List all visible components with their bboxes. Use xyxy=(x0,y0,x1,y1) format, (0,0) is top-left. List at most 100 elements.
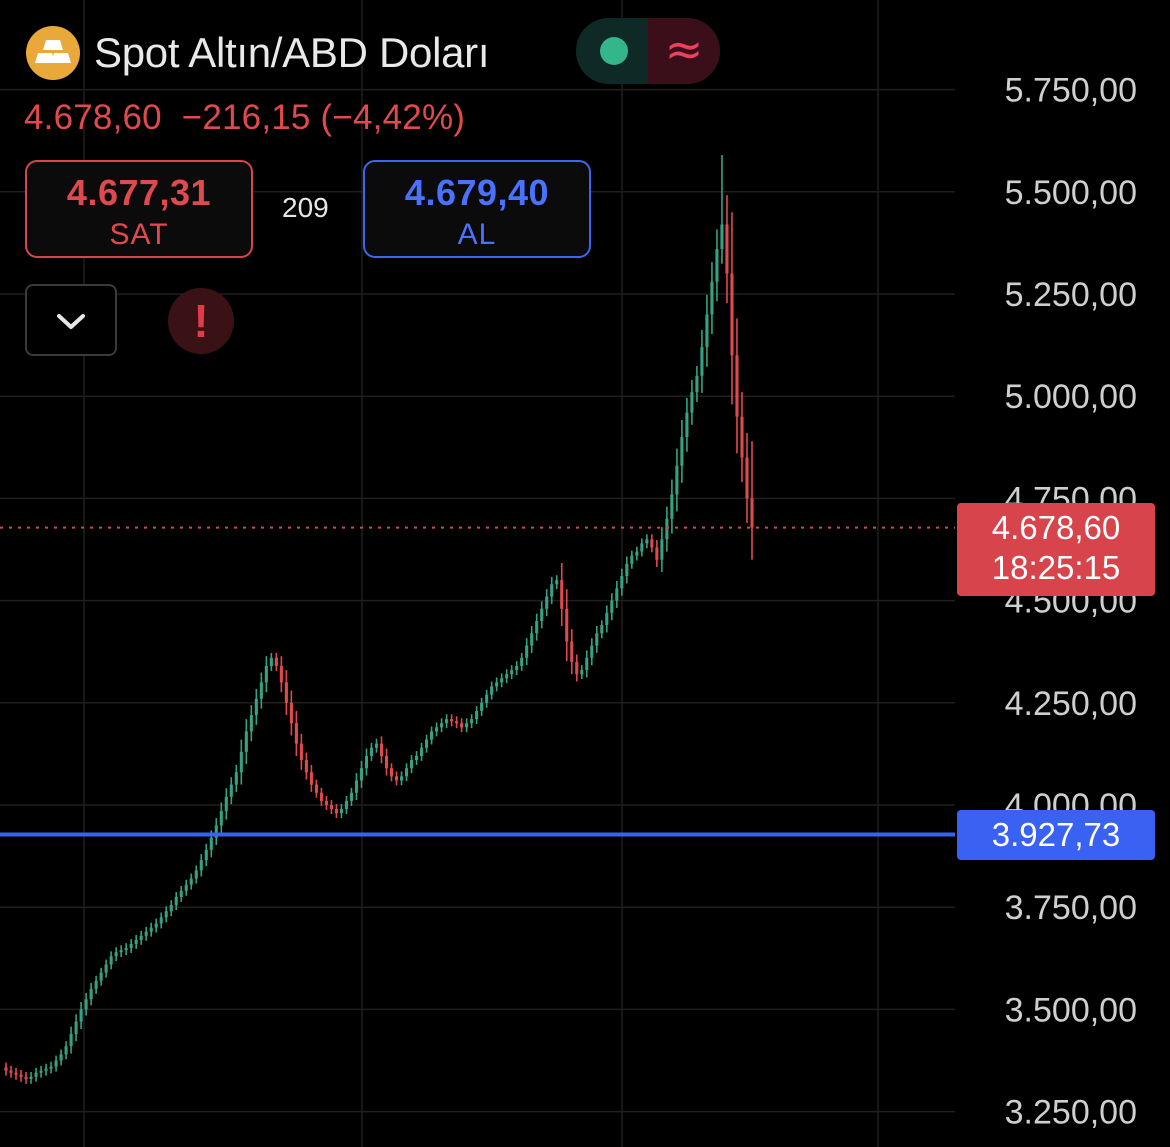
candle-body xyxy=(520,657,524,667)
candle-body xyxy=(435,727,439,732)
buy-label: AL xyxy=(457,218,497,251)
candle-body xyxy=(239,751,243,773)
candle-body xyxy=(485,694,489,703)
candle-body xyxy=(274,657,278,667)
candle-body xyxy=(279,666,283,683)
sell-price: 4.677,31 xyxy=(66,172,212,213)
toggle-right[interactable]: ≈ xyxy=(648,18,720,84)
candle-body xyxy=(229,784,233,797)
candle-body xyxy=(159,917,163,924)
candle-body xyxy=(555,580,559,585)
current-price-tag: 4.678,60 18:25:15 xyxy=(957,503,1155,596)
candle-body xyxy=(630,555,634,564)
candle-body xyxy=(284,682,288,703)
buy-button[interactable]: 4.679,40 AL xyxy=(363,160,591,258)
spread-value: 209 xyxy=(282,192,329,223)
candle-body xyxy=(690,392,694,413)
overlay-lines xyxy=(0,526,955,837)
candle-body xyxy=(319,792,323,801)
candle-body xyxy=(69,1033,73,1047)
candle-body xyxy=(620,576,624,589)
dropdown-button[interactable] xyxy=(25,284,117,356)
candle-body xyxy=(354,780,359,793)
candle-body xyxy=(344,800,349,810)
y-tick-label: 3.750,00 xyxy=(1005,889,1137,927)
candle-body xyxy=(394,776,399,781)
price-change-percent: (−4,42%) xyxy=(320,98,466,137)
candle-body xyxy=(94,980,98,989)
candle-body xyxy=(329,805,333,810)
candle-body xyxy=(414,755,419,761)
candle-body xyxy=(745,457,749,499)
candle-body xyxy=(635,551,639,556)
candle-body xyxy=(710,281,714,315)
candle-body xyxy=(440,723,444,728)
candle-body xyxy=(244,731,248,752)
candle-body xyxy=(600,625,604,634)
current-price-value: 4.678,60 xyxy=(991,509,1121,546)
candle-body xyxy=(685,412,689,438)
candle-body xyxy=(49,1066,53,1069)
candle-body xyxy=(475,710,479,720)
candle-body xyxy=(535,621,539,634)
candle-body xyxy=(44,1068,48,1071)
candle-body xyxy=(495,682,499,687)
candle-body xyxy=(9,1070,13,1073)
candle-body xyxy=(194,870,198,879)
candle-body xyxy=(590,645,594,658)
y-tick-label: 5.250,00 xyxy=(1005,276,1137,314)
candle-body xyxy=(14,1072,18,1075)
candle-body xyxy=(149,927,153,932)
approx-icon: ≈ xyxy=(664,22,704,76)
toggle-left[interactable] xyxy=(576,18,648,84)
horizontal-line-tag: 3.927,73 xyxy=(957,810,1155,860)
candle-body xyxy=(430,731,434,740)
candle-body xyxy=(585,657,589,671)
candle-body xyxy=(294,723,298,744)
candle-body xyxy=(705,314,709,348)
sell-button[interactable]: 4.677,31 SAT xyxy=(25,160,253,258)
candle-body xyxy=(349,792,354,801)
candle-body xyxy=(570,641,574,662)
candle-body xyxy=(404,768,409,777)
candle-body xyxy=(154,923,158,928)
candle-body xyxy=(460,723,464,728)
candle-body xyxy=(645,539,649,544)
candle-body xyxy=(595,633,599,646)
sell-label: SAT xyxy=(109,218,169,251)
candle-body xyxy=(409,760,414,769)
candle-body xyxy=(575,661,579,675)
candle-body xyxy=(264,666,268,683)
candle-body xyxy=(124,948,128,951)
candle-body xyxy=(660,539,664,560)
candle-body xyxy=(670,494,674,519)
candle-body xyxy=(715,249,719,282)
y-tick-label: 5.000,00 xyxy=(1005,378,1137,416)
candle-body xyxy=(540,608,544,622)
candle-body xyxy=(735,355,739,417)
candle-body xyxy=(189,878,193,885)
candle-body xyxy=(4,1067,8,1071)
alert-button[interactable]: ! xyxy=(168,288,234,354)
buy-price: 4.679,40 xyxy=(404,172,550,213)
candle-body xyxy=(650,539,654,548)
instrument-header: Spot Altın/ABD Doları xyxy=(26,26,490,80)
candle-body xyxy=(89,988,93,1000)
candle-body xyxy=(720,224,724,250)
candle-body xyxy=(389,768,394,777)
candle-body xyxy=(480,702,484,711)
candle-body xyxy=(730,273,734,356)
candle-body xyxy=(545,596,549,609)
candle-body xyxy=(219,811,223,826)
candle-body xyxy=(59,1054,63,1061)
candle-body xyxy=(259,682,263,699)
candle-body xyxy=(470,719,474,724)
chevron-down-icon xyxy=(57,314,85,329)
candle-body xyxy=(304,760,308,773)
candle-body xyxy=(249,715,253,732)
chart-mode-toggle[interactable]: ≈ xyxy=(576,18,720,84)
candle-body xyxy=(29,1076,33,1079)
candle-body xyxy=(695,375,699,393)
candle-body xyxy=(204,849,208,861)
candle-body xyxy=(54,1060,58,1067)
